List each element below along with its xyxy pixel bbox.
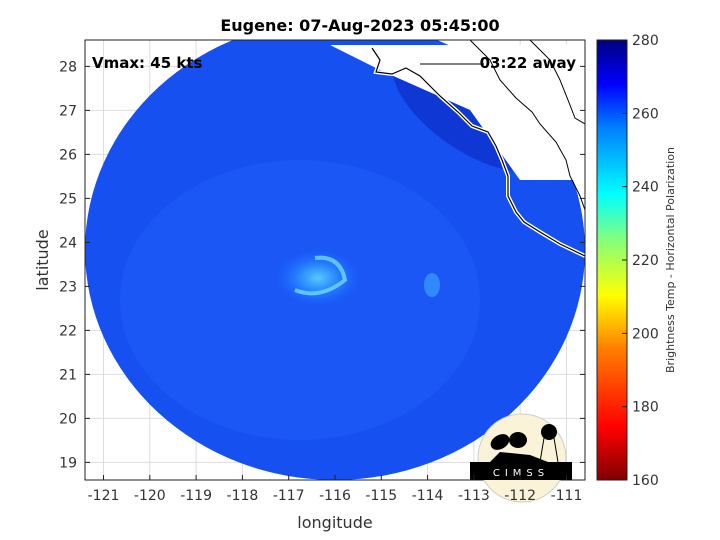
y-tick-label: 24 xyxy=(59,235,77,251)
colorbar-tick-label: 200 xyxy=(632,326,659,342)
x-axis: -121 -120 -119 -118 -117 -116 -115 -114 -113 -112… xyxy=(88,475,583,504)
colorbar-tick-label: 160 xyxy=(632,473,659,489)
y-tick-label: 23 xyxy=(59,279,77,295)
y-tick-label: 25 xyxy=(59,191,77,207)
y-tick-label: 21 xyxy=(59,367,77,383)
x-tick-label: -116 xyxy=(319,488,351,504)
y-tick-label: 28 xyxy=(59,59,77,75)
cimss-logo: CIMSS xyxy=(470,413,572,503)
x-tick-label: -118 xyxy=(227,488,259,504)
x-axis-label: longitude xyxy=(297,513,372,532)
logo-text: CIMSS xyxy=(493,468,549,479)
colorbar-tick-label: 260 xyxy=(632,106,659,122)
x-tick-label: -114 xyxy=(412,488,444,504)
colorbar-label: Brightness Temp - Horizontal Polarizatio… xyxy=(664,147,677,373)
brightness-temp-swath xyxy=(85,40,585,480)
x-tick-label: -112 xyxy=(504,488,536,504)
plot-title: Eugene: 07-Aug-2023 05:45:00 xyxy=(220,16,499,35)
vmax-label: Vmax: 45 kts xyxy=(92,54,202,72)
x-tick-label: -117 xyxy=(273,488,305,504)
y-tick-label: 22 xyxy=(59,323,77,339)
x-tick-label: -119 xyxy=(180,488,212,504)
y-tick-label: 27 xyxy=(59,103,77,119)
y-tick-label: 20 xyxy=(59,411,77,427)
x-tick-label: -113 xyxy=(458,488,490,504)
time-away-label: 03:22 away xyxy=(480,54,577,72)
colorbar-ticks: 280 260 240 220 200 180 160 xyxy=(622,33,659,489)
y-tick-label: 26 xyxy=(59,147,77,163)
x-tick-label: -115 xyxy=(365,488,397,504)
coastline xyxy=(370,40,585,258)
colorbar-tick-label: 180 xyxy=(632,400,659,416)
y-axis-label: latitude xyxy=(33,229,52,290)
colorbar-tick-label: 280 xyxy=(632,33,659,49)
y-axis: 28 27 26 25 24 23 22 21 20 19 xyxy=(59,59,585,471)
storm-eye xyxy=(273,248,363,308)
colorbar-tick-label: 240 xyxy=(632,180,659,196)
x-tick-label: -120 xyxy=(134,488,166,504)
x-tick-label: -111 xyxy=(551,488,583,504)
y-tick-label: 19 xyxy=(59,455,77,471)
colorbar-tick-label: 220 xyxy=(632,253,659,269)
x-tick-label: -121 xyxy=(88,488,120,504)
